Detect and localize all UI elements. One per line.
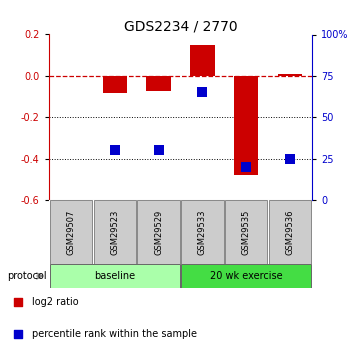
Text: GSM29533: GSM29533 (198, 209, 207, 255)
Text: baseline: baseline (94, 271, 135, 281)
Text: 20 wk exercise: 20 wk exercise (210, 271, 283, 281)
Point (112, 148, 117, 153)
Bar (103, 76, 127, 93)
Text: GSM29535: GSM29535 (242, 209, 251, 255)
Bar (93, 200, 136, 264)
Bar (138, 200, 180, 264)
Point (287, 156, 293, 161)
Title: GDS2234 / 2770: GDS2234 / 2770 (124, 19, 237, 33)
Bar (181, 200, 223, 264)
Text: protocol: protocol (7, 271, 47, 281)
Point (15, 299, 21, 305)
Bar (225, 200, 268, 264)
Point (243, 164, 249, 170)
Text: percentile rank within the sample: percentile rank within the sample (32, 329, 197, 338)
Text: GSM29529: GSM29529 (154, 209, 163, 255)
Bar (147, 76, 171, 91)
Point (156, 148, 161, 153)
Bar (269, 200, 312, 264)
Text: GSM29536: GSM29536 (286, 209, 295, 255)
Bar (49, 264, 180, 288)
Bar (190, 45, 214, 76)
Bar (234, 76, 258, 175)
Bar (181, 264, 312, 288)
Bar (49, 200, 92, 264)
Point (15, 331, 21, 336)
Text: GSM29507: GSM29507 (66, 209, 75, 255)
Text: log2 ratio: log2 ratio (32, 297, 79, 307)
Text: GSM29523: GSM29523 (110, 209, 119, 255)
Point (200, 90, 205, 95)
Bar (278, 74, 303, 76)
